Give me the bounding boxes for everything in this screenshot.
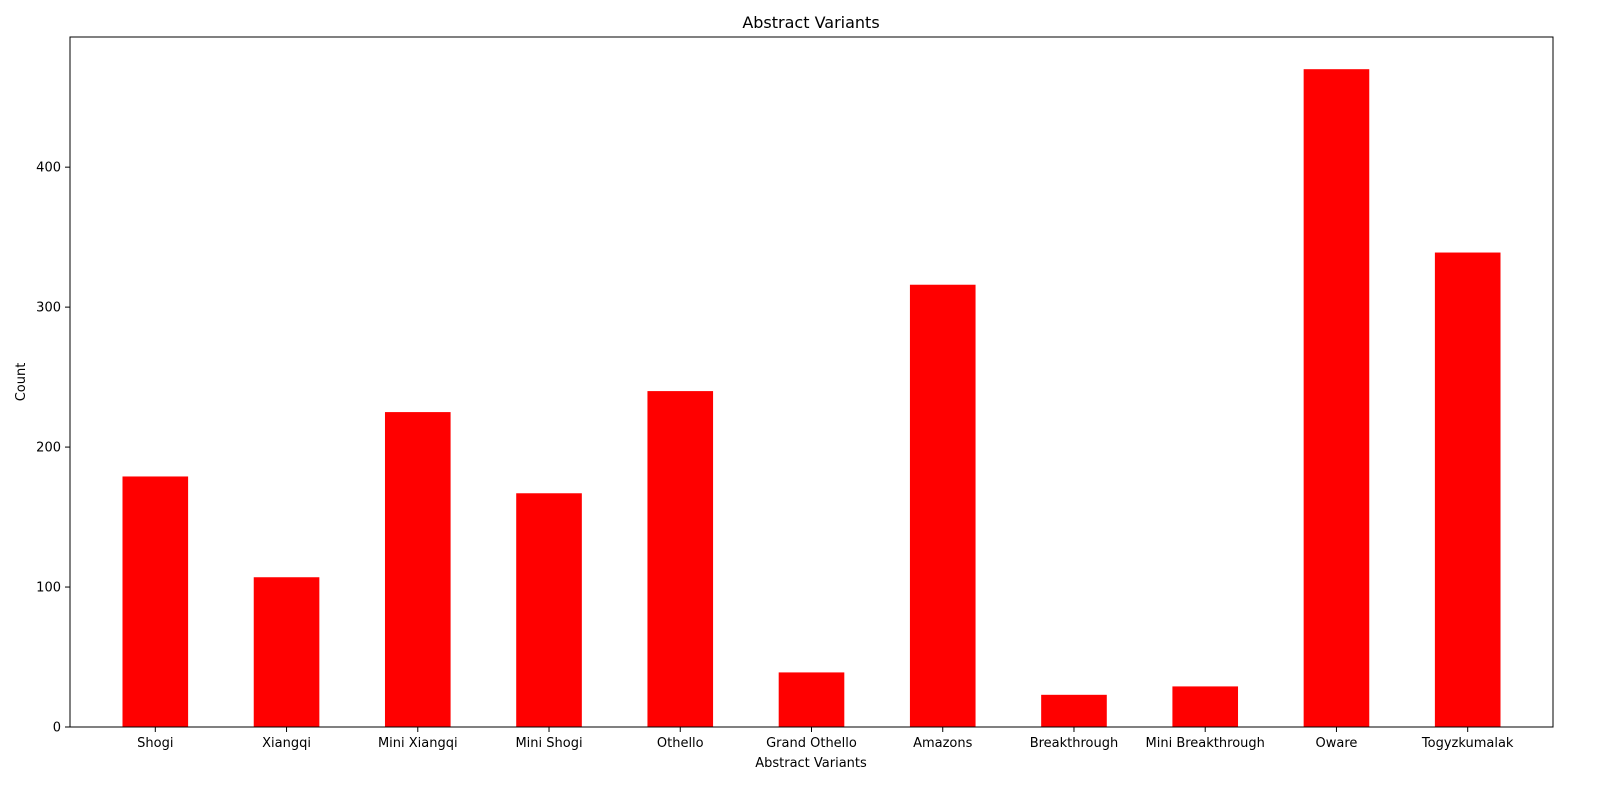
bar-breakthrough	[1041, 694, 1107, 727]
bar-xiangqi	[253, 577, 320, 727]
x-tick-label: Togyzkumalak	[1421, 736, 1514, 751]
x-tick-label: Shogi	[137, 736, 173, 751]
bar-othello	[647, 391, 714, 727]
x-tick-label: Mini Xiangqi	[378, 736, 458, 751]
bar-oware	[1303, 69, 1370, 727]
bar-mini-shogi	[516, 493, 582, 727]
y-tick-label: 300	[36, 301, 61, 316]
y-axis-label: Count	[14, 363, 29, 402]
x-tick-label: Othello	[657, 736, 704, 751]
x-tick-label: Xiangqi	[262, 736, 311, 751]
y-axis-ticks: 0 100 200 300 400	[36, 161, 70, 736]
x-tick-label: Mini Breakthrough	[1146, 736, 1265, 751]
x-tick-label: Mini Shogi	[515, 736, 582, 751]
bar-shogi	[122, 476, 189, 727]
y-tick-label: 100	[36, 581, 61, 596]
x-tick-label: Oware	[1316, 736, 1358, 751]
plot-area-frame	[69, 36, 1554, 728]
bars-group	[122, 69, 1501, 727]
y-tick-label: 200	[36, 441, 61, 456]
x-tick-label: Breakthrough	[1030, 736, 1119, 751]
bar-togyzkumalak	[1434, 252, 1501, 727]
y-tick-label: 400	[36, 161, 61, 176]
y-tick-label: 0	[53, 721, 61, 736]
bar-mini-xiangqi	[384, 412, 451, 727]
chart-title: Abstract Variants	[742, 13, 879, 32]
x-axis-ticks: Shogi Xiangqi Mini Xiangqi Mini Shogi Othell…	[137, 727, 1514, 751]
x-tick-label: Grand Othello	[766, 736, 857, 751]
bar-grand-othello	[778, 672, 845, 727]
bar-amazons	[909, 284, 976, 727]
x-axis-label: Abstract Variants	[755, 756, 867, 771]
x-tick-label: Amazons	[913, 736, 973, 751]
bar-mini-breakthrough	[1172, 686, 1239, 727]
